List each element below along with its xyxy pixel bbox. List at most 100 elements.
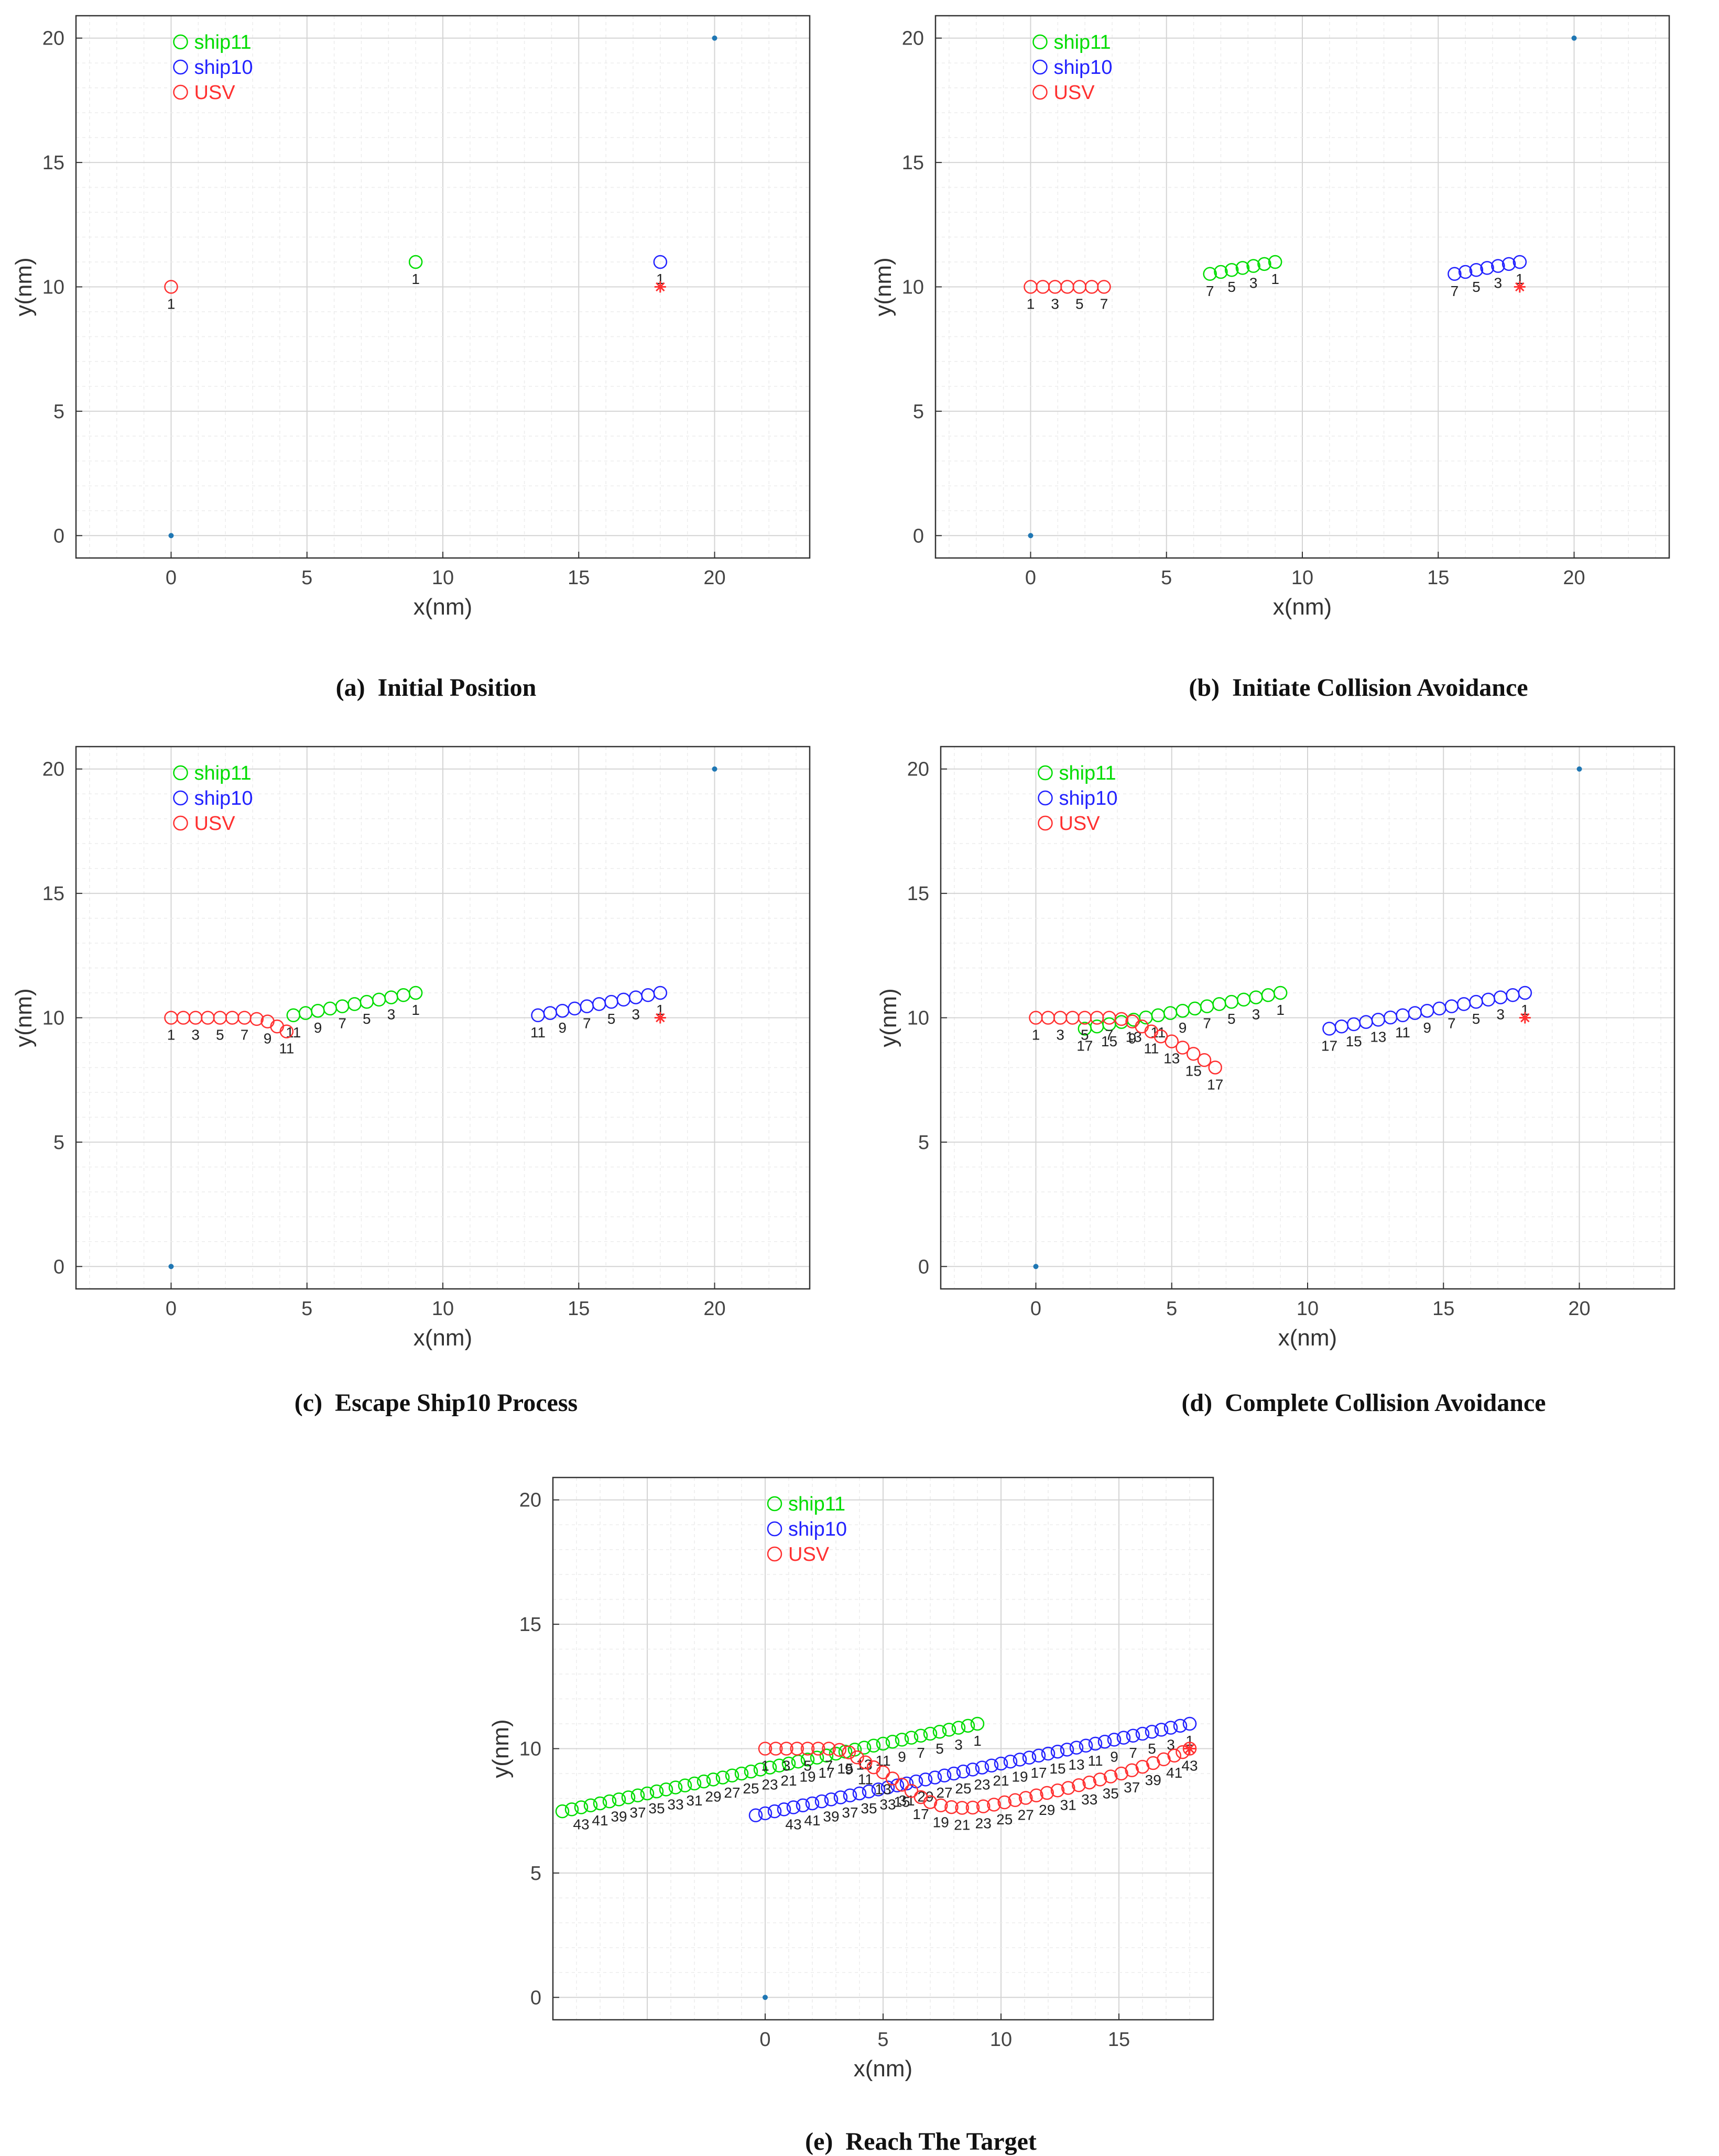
marker-d-ship10-17 [1322, 1022, 1336, 1036]
marker-e-usv-20 [944, 1800, 959, 1814]
x-tick-label-c-20: 20 [703, 1298, 725, 1320]
x-tick-label-c-5: 5 [301, 1298, 312, 1320]
y-tick-label-d-0: 0 [918, 1256, 929, 1278]
point-label-c-ship11-5: 5 [363, 1011, 371, 1027]
start-point-d-0 [1033, 1264, 1039, 1269]
y-tick-label-e-15: 15 [519, 1614, 541, 1636]
marker-e-ship11-34 [659, 1782, 673, 1797]
legend-marker-e-ship11 [767, 1496, 782, 1512]
marker-e-ship11-23 [763, 1760, 777, 1775]
marker-a-usv-1 [164, 280, 178, 294]
target-marker-c-0 [654, 1012, 666, 1024]
x-tick-label-c-0: 0 [166, 1298, 177, 1320]
x-tick-label-b-0: 0 [1025, 567, 1036, 589]
legend-label-e-usv: USV [788, 1544, 830, 1566]
point-label-e-usv-11: 11 [858, 1771, 873, 1788]
x-axis-label-e: x(nm) [854, 2056, 912, 2082]
legend-label-c-usv: USV [194, 813, 235, 835]
marker-c-ship10-11 [531, 1008, 545, 1023]
marker-e-ship10-32 [890, 1778, 905, 1793]
point-label-e-ship10-11: 11 [1087, 1753, 1103, 1769]
x-tick-label-d-15: 15 [1432, 1298, 1454, 1320]
marker-a-ship11-1 [408, 255, 423, 269]
marker-e-ship10-45 [767, 1804, 782, 1819]
marker-e-ship11-11 [876, 1736, 890, 1751]
legend-marker-a-ship10 [173, 59, 188, 75]
point-label-b-ship11-1: 1 [1271, 271, 1279, 287]
legend-marker-c-ship10 [173, 790, 188, 806]
marker-e-ship10-26 [946, 1766, 961, 1781]
marker-e-ship10-24 [965, 1763, 980, 1777]
marker-e-ship11-31 [687, 1776, 702, 1791]
point-label-b-ship11-5: 5 [1227, 279, 1236, 295]
marker-e-ship10-41 [805, 1796, 820, 1811]
point-label-e-ship11-1: 1 [973, 1733, 982, 1749]
marker-e-ship10-37 [843, 1788, 857, 1803]
caption-b-tag: (b) [1189, 674, 1220, 702]
start-point-a-0 [168, 533, 174, 539]
point-label-e-ship11-21: 21 [780, 1772, 797, 1789]
marker-d-usv-13 [1165, 1034, 1179, 1048]
marker-e-ship10-16 [1041, 1746, 1056, 1761]
point-label-d-ship10-15: 15 [1346, 1033, 1362, 1049]
marker-e-ship10-7 [1126, 1728, 1140, 1743]
point-label-e-ship11-35: 35 [648, 1800, 665, 1816]
legend-label-e-ship10: ship10 [788, 1518, 847, 1540]
marker-e-ship11-36 [640, 1786, 655, 1801]
point-label-e-ship10-13: 13 [1068, 1757, 1084, 1773]
series-c-usv: 1 3 5 7 9 11 [164, 1011, 294, 1057]
legend-marker-d-usv [1038, 815, 1053, 831]
marker-e-ship11-25 [744, 1764, 758, 1779]
point-label-c-ship10-1: 1 [656, 1002, 665, 1018]
marker-e-usv-14 [885, 1771, 900, 1786]
marker-e-usv-3 [779, 1742, 793, 1756]
point-label-e-usv-13: 13 [875, 1781, 891, 1798]
caption-e-text: Reach The Target [845, 2128, 1037, 2155]
x-tick-label-c-15: 15 [568, 1298, 590, 1320]
x-tick-label-c-10: 10 [432, 1298, 454, 1320]
marker-e-ship10-28 [928, 1770, 942, 1785]
x-tick-label-b-5: 5 [1161, 567, 1172, 589]
caption-c-text: Escape Ship10 Process [335, 1389, 578, 1417]
point-label-e-usv-33: 33 [1081, 1791, 1097, 1808]
caption-b-text: Initiate Collision Avoidance [1232, 674, 1528, 702]
point-label-d-ship11-5: 5 [1227, 1011, 1236, 1027]
legend-d: ship11 ship10 USV [1038, 762, 1117, 835]
marker-c-ship11-11 [286, 1008, 301, 1023]
point-label-e-usv-23: 23 [975, 1815, 992, 1832]
x-axis-label-b: x(nm) [1273, 594, 1332, 620]
point-label-e-usv-1: 1 [761, 1758, 769, 1774]
point-label-e-ship10-27: 27 [936, 1785, 952, 1801]
marker-e-usv-8 [832, 1743, 846, 1757]
point-label-d-ship10-11: 11 [1395, 1024, 1410, 1041]
y-tick-label-e-5: 5 [530, 1863, 541, 1885]
point-label-b-usv-5: 5 [1075, 296, 1084, 312]
point-label-e-ship10-43: 43 [785, 1816, 801, 1833]
point-label-c-ship11-1: 1 [411, 1002, 420, 1018]
point-label-d-ship11-1: 1 [1276, 1002, 1285, 1018]
point-label-d-ship10-5: 5 [1472, 1011, 1481, 1027]
point-label-e-ship11-19: 19 [799, 1768, 815, 1785]
caption-c: (c) Escape Ship10 Process [63, 1360, 797, 1417]
marker-e-ship10-19 [1013, 1753, 1027, 1767]
legend-label-d-ship11: ship11 [1059, 762, 1116, 784]
point-label-d-ship10-17: 17 [1321, 1037, 1337, 1054]
point-label-e-usv-39: 39 [1145, 1772, 1161, 1788]
point-label-e-ship10-25: 25 [955, 1780, 971, 1797]
marker-e-ship10-17 [1031, 1748, 1046, 1763]
marker-e-ship11-41 [593, 1796, 607, 1811]
legend-label-d-usv: USV [1059, 813, 1100, 835]
marker-b-ship11-4 [1235, 261, 1250, 275]
marker-e-usv-21 [955, 1801, 969, 1815]
point-label-e-usv-9: 9 [845, 1761, 853, 1778]
point-label-e-ship10-1: 1 [1185, 1733, 1194, 1749]
x-tick-label-b-10: 10 [1291, 567, 1313, 589]
marker-e-ship10-10 [1097, 1734, 1112, 1749]
point-label-e-ship10-5: 5 [1148, 1741, 1156, 1757]
marker-e-ship11-35 [649, 1784, 664, 1799]
marker-e-ship11-18 [810, 1750, 824, 1765]
legend-marker-d-ship11 [1038, 765, 1053, 781]
marker-e-ship10-6 [1135, 1726, 1150, 1741]
